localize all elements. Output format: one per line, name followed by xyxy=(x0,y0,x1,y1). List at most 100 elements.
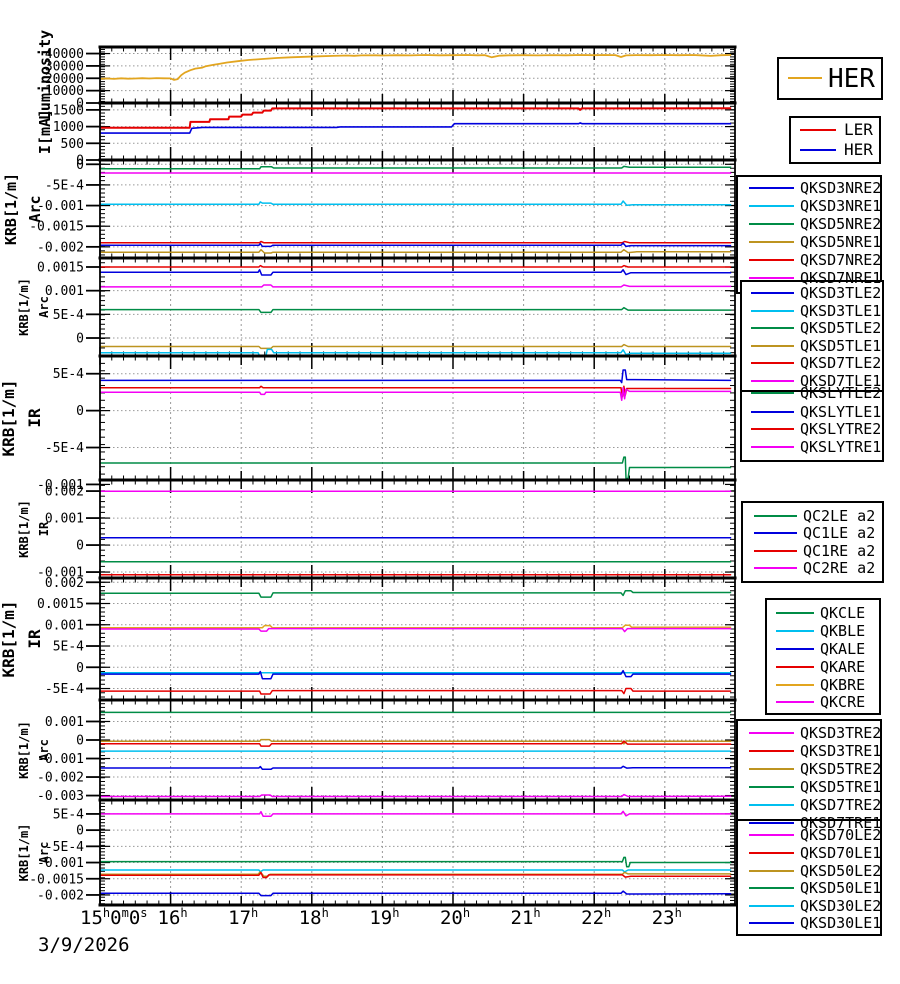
svg-text:0: 0 xyxy=(76,661,84,676)
series-QKSLYTRE1 xyxy=(100,386,732,402)
legend-label-QKSD5TRE1: QKSD5TRE1 xyxy=(800,778,881,796)
legend-label-QKSD5TLE1: QKSD5TLE1 xyxy=(800,337,881,355)
svg-text:0.002: 0.002 xyxy=(45,485,84,500)
x-hour-label: 20h xyxy=(440,906,470,929)
panel-krb-arc-nre: 0 -5E-4 -0.001 -0.0015 -0.002 KRB[1/m] Arc xyxy=(2,158,735,258)
series-QKSD70LE2 xyxy=(100,810,732,817)
series-QKSD7TLE1 xyxy=(100,284,732,288)
svg-text:0.001: 0.001 xyxy=(45,284,84,299)
x-start-label: 15h0m0s xyxy=(80,906,148,929)
svg-text:-0.003: -0.003 xyxy=(37,789,84,804)
legend-0le-box xyxy=(736,819,882,936)
svg-text:-0.002: -0.002 xyxy=(37,240,84,255)
series-QKSD70LE1 xyxy=(100,871,732,879)
panel-krb-ir-a2: 0.002 0.001 0 -0.001 KRB[1/m] IR xyxy=(17,480,735,581)
series-HER xyxy=(100,122,732,134)
svg-text:-0.0015: -0.0015 xyxy=(29,872,84,887)
svg-text:1000: 1000 xyxy=(53,120,84,135)
svg-text:-0.001: -0.001 xyxy=(37,566,84,581)
x-hour-label: 17h xyxy=(228,906,258,929)
legend-label-QKALE: QKALE xyxy=(820,640,865,658)
legend-label-QKSD3TLE2: QKSD3TLE2 xyxy=(800,284,881,302)
svg-text:0.0015: 0.0015 xyxy=(37,260,84,275)
svg-text:500: 500 xyxy=(61,137,84,152)
series-QKSD5TLE1 xyxy=(100,343,732,350)
svg-text:-0.001: -0.001 xyxy=(37,856,84,871)
svg-text:Arc: Arc xyxy=(37,842,51,864)
legend-qk-box xyxy=(765,598,881,715)
legend-label-QKSD7NRE1: QKSD7NRE1 xyxy=(800,269,881,287)
legend-label-QC2LE_a2: QC2LE a2 xyxy=(803,507,875,525)
panel-krb-ir-qk: 0.002 0.0015 0.001 5E-4 0 -5E-4 KRB[1/m] IR xyxy=(0,576,735,700)
series-QKSD5TLE2 xyxy=(100,306,732,314)
svg-text:0: 0 xyxy=(76,404,84,419)
legend-label-QKSD50LE2: QKSD50LE2 xyxy=(800,862,881,880)
svg-text:-5E-4: -5E-4 xyxy=(45,682,84,697)
svg-text:Arc: Arc xyxy=(37,739,51,761)
panel-krb-arc-tle: 0.0015 0.001 5E-4 0 KRB[1/m] Arc xyxy=(17,258,735,356)
legend-label-QKSD5NRE2: QKSD5NRE2 xyxy=(800,215,881,233)
series-HER xyxy=(100,54,732,81)
x-hour-label: 23h xyxy=(652,906,682,929)
date-label: 3/9/2026 xyxy=(38,934,130,956)
panel-krb-ir-sly: 5E-4 0 -5E-4 -0.001 KRB[1/m] IR xyxy=(0,356,735,493)
legend-label-QKSD5TLE2: QKSD5TLE2 xyxy=(800,319,881,337)
series-QKSD3NRE1 xyxy=(100,200,732,206)
legend-label-LER: LER xyxy=(844,120,873,139)
legend-label-QC1LE_a2: QC1LE a2 xyxy=(803,524,875,542)
svg-text:0: 0 xyxy=(76,332,84,347)
series-QKSLYTLE1 xyxy=(100,369,732,384)
svg-text:20000: 20000 xyxy=(45,72,84,87)
legend-tre-box xyxy=(736,719,882,836)
svg-text:-0.001: -0.001 xyxy=(37,199,84,214)
series-QKSD3TRE1 xyxy=(100,740,732,747)
axis-title-krb-ir-qk: KRB[1/m] xyxy=(0,600,18,677)
legend-label-QKSLYTLE1: QKSLYTLE1 xyxy=(800,403,881,421)
legend-label-QKSD7TLE1: QKSD7TLE1 xyxy=(800,372,881,390)
axis-title-krb-arc-tle: KRB[1/m] xyxy=(17,278,31,336)
legend-label-QKSD7TLE2: QKSD7TLE2 xyxy=(800,354,881,372)
series-QKSD7TLE2 xyxy=(100,264,732,268)
legend-label-QKSD3TRE1: QKSD3TRE1 xyxy=(800,742,881,760)
svg-text:Arc: Arc xyxy=(37,296,51,318)
x-hour-label: 16h xyxy=(158,906,188,929)
legend-label-QKSLYTLE2: QKSLYTLE2 xyxy=(800,384,881,402)
svg-text:0.0015: 0.0015 xyxy=(37,597,84,612)
svg-text:10000: 10000 xyxy=(45,84,84,99)
svg-text:5E-4: 5E-4 xyxy=(53,807,84,822)
svg-text:40000: 40000 xyxy=(45,47,84,62)
legend-nre-box xyxy=(736,175,882,294)
svg-text:-5E-4: -5E-4 xyxy=(45,178,84,193)
svg-text:-5E-4: -5E-4 xyxy=(45,441,84,456)
svg-text:0.001: 0.001 xyxy=(45,618,84,633)
legend-label-QKBRE: QKBRE xyxy=(820,676,865,694)
legend-label-QKSD30LE2: QKSD30LE2 xyxy=(800,897,881,915)
svg-text:-0.002: -0.002 xyxy=(37,771,84,786)
series-LER xyxy=(100,107,732,129)
panel-krb-arc-tre: 0.001 0 -0.001 -0.002 -0.003 KRB[1/m] Arc xyxy=(17,700,735,804)
series-QKSD3TLE2 xyxy=(100,269,732,276)
legend-label-QKSD30LE1: QKSD30LE1 xyxy=(800,914,881,932)
axis-title-krb-arc-tre: KRB[1/m] xyxy=(17,721,31,779)
series-QKSD30LE1 xyxy=(100,890,732,897)
legend-label-QKSD7TRE2: QKSD7TRE2 xyxy=(800,796,881,814)
legend-label-QKSD70LE1: QKSD70LE1 xyxy=(800,844,881,862)
svg-text:-0.001: -0.001 xyxy=(37,752,84,767)
x-hour-label: 18h xyxy=(299,906,329,929)
series-QKCLE xyxy=(100,590,732,598)
x-hour-label: 21h xyxy=(511,906,541,929)
series-QKSD3NRE2 xyxy=(100,242,732,248)
svg-text:-5E-4: -5E-4 xyxy=(45,840,84,855)
series-QKSD7NRE2 xyxy=(100,240,732,244)
legend-label-QKSD50LE1: QKSD50LE1 xyxy=(800,879,881,897)
legend-label-QKSD5TRE2: QKSD5TRE2 xyxy=(800,760,881,778)
panel-krb-arc-0le: 5E-4 0-5E-4-0.001-0.0015-0.002 KRB[1/m] Arc xyxy=(17,800,735,905)
svg-text:0.001: 0.001 xyxy=(45,512,84,527)
legend-label-QKSD70LE2: QKSD70LE2 xyxy=(800,826,881,844)
svg-text:0: 0 xyxy=(76,97,84,112)
svg-text:0.002: 0.002 xyxy=(45,576,84,591)
svg-text:0: 0 xyxy=(76,539,84,554)
